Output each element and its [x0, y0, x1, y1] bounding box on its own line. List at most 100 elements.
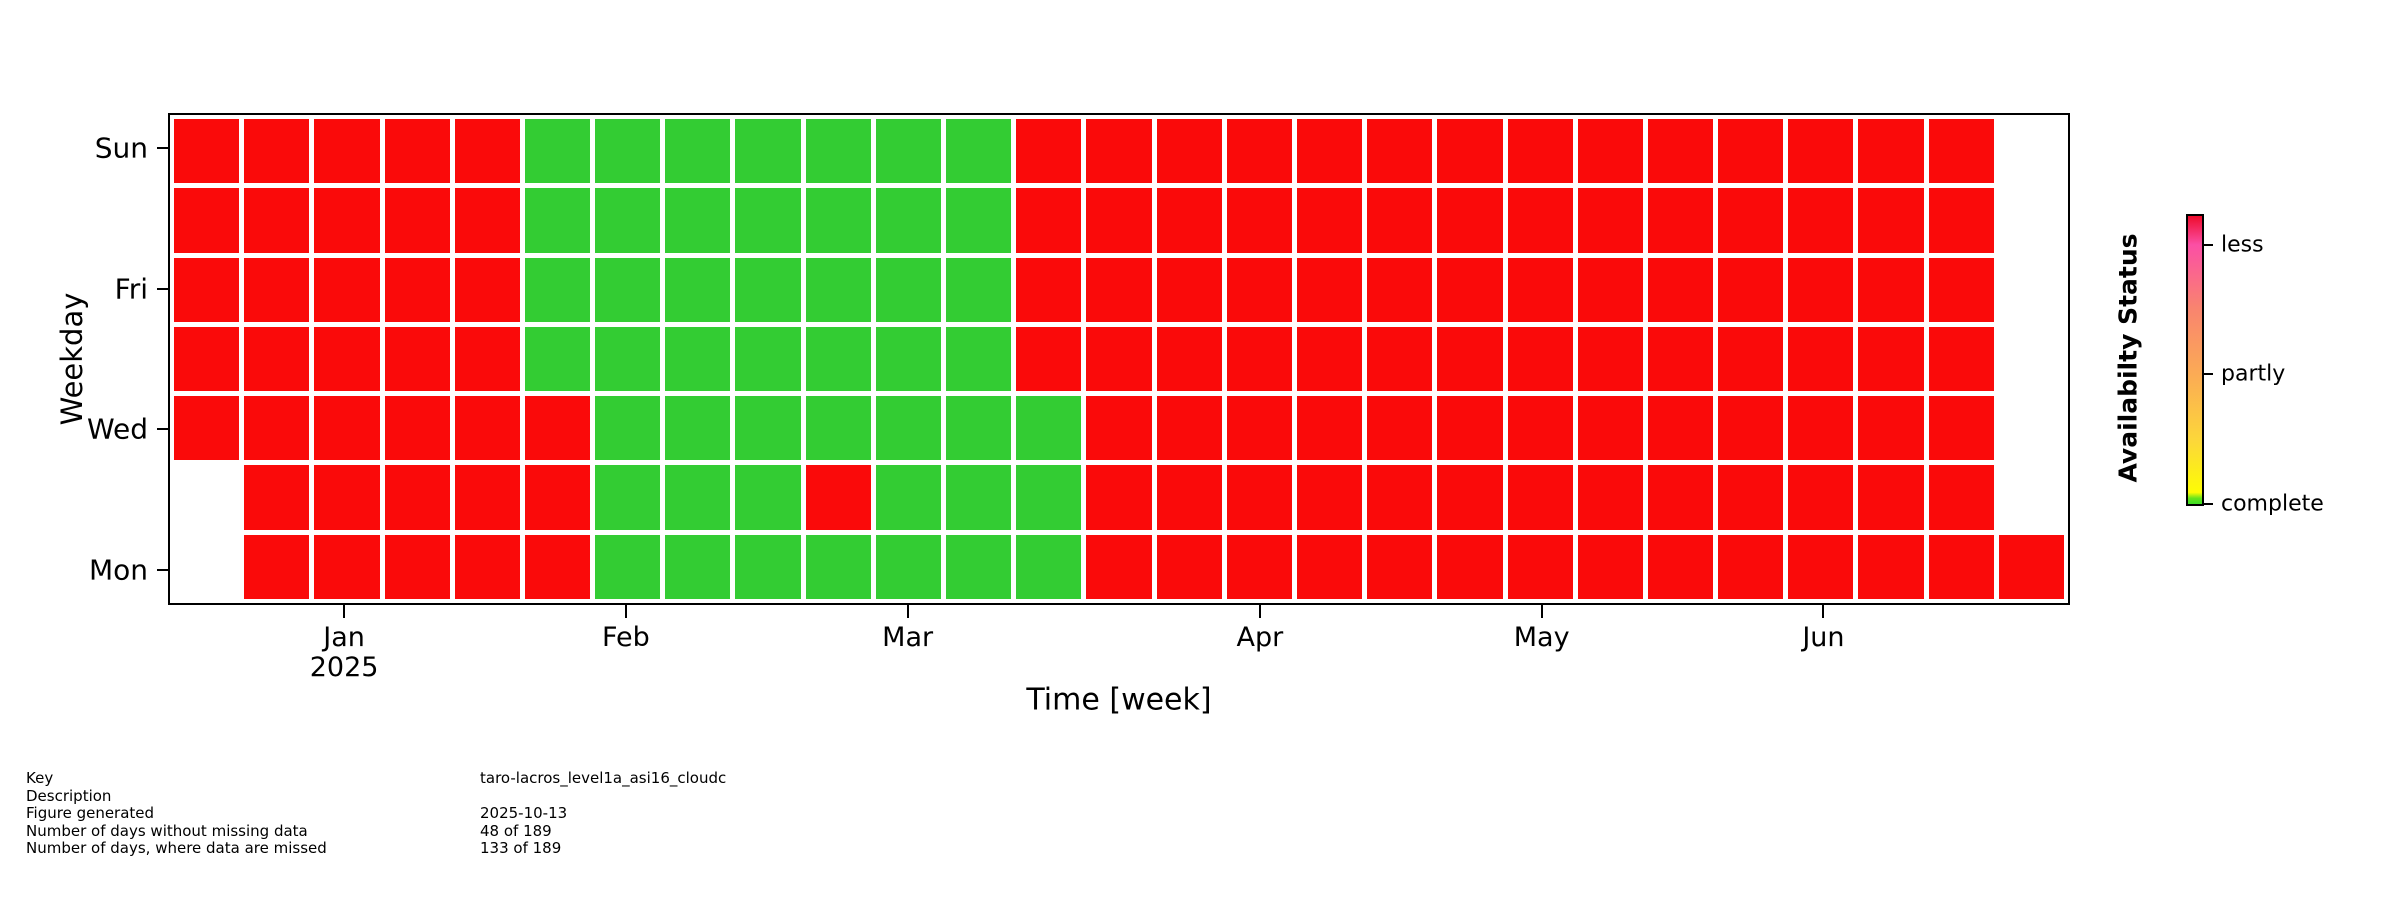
day-cell-sat-week16 [1296, 188, 1363, 253]
x-tick-year-label: 2025 [309, 652, 379, 683]
day-cell-thu-week18 [1437, 326, 1503, 392]
day-cell-fri-week19 [1507, 257, 1573, 322]
day-cell-tue-week22 [1718, 465, 1784, 530]
day-cell-wed-week21 [1647, 396, 1714, 461]
day-cell-sat-week21 [1647, 188, 1714, 253]
day-cell-fri-week10 [875, 257, 942, 322]
day-cell-mon-week11 [946, 534, 1012, 599]
day-cell-sat-week13 [1086, 188, 1152, 253]
day-cell-tue-week4 [454, 465, 520, 530]
day-cell-sat-week24 [1858, 188, 1924, 253]
day-cell-tue-week15 [1226, 465, 1292, 530]
day-cell-tue-week24 [1858, 465, 1924, 530]
day-cell-thu-week17 [1367, 326, 1433, 392]
day-cell-wed-week26 [1999, 396, 2064, 460]
day-cell-wed-week16 [1296, 396, 1363, 461]
day-cell-tue-week9 [805, 465, 871, 530]
day-cell-fri-week23 [1788, 257, 1854, 322]
day-cell-wed-week18 [1437, 396, 1503, 461]
day-cell-tue-week23 [1788, 465, 1854, 530]
day-cell-thu-week25 [1928, 326, 1994, 392]
day-cell-sun-week24 [1858, 119, 1924, 184]
day-cell-tue-week7 [665, 465, 731, 530]
x-tick-mark [1258, 605, 1261, 618]
day-cell-wed-week19 [1507, 396, 1573, 461]
info-value-days-missed: 133 of 189 [480, 839, 562, 857]
day-cell-sat-week14 [1156, 188, 1222, 253]
day-cell-mon-week20 [1577, 534, 1643, 599]
day-cell-thu-week10 [875, 326, 942, 392]
y-tick-mark [157, 428, 168, 431]
day-cell-tue-week13 [1086, 465, 1152, 530]
day-cell-mon-week6 [595, 534, 661, 599]
day-cell-mon-week7 [665, 534, 731, 599]
x-axis-title: Time [week] [1026, 682, 1212, 718]
day-cell-sat-week9 [805, 188, 871, 253]
day-cell-sat-week11 [946, 188, 1012, 253]
day-cell-tue-week0 [174, 465, 239, 529]
info-value-key: taro-lacros_level1a_asi16_cloudc [480, 769, 727, 787]
day-cell-sun-week19 [1507, 119, 1573, 184]
day-cell-thu-week1 [244, 326, 310, 392]
day-cell-wed-week24 [1858, 396, 1924, 461]
day-cell-fri-week8 [735, 257, 801, 322]
day-cell-fri-week3 [384, 257, 450, 322]
day-cell-fri-week9 [805, 257, 871, 322]
day-cell-mon-week12 [1016, 534, 1082, 599]
day-cell-thu-week19 [1507, 326, 1573, 392]
day-cell-fri-week5 [524, 257, 591, 322]
day-cell-mon-week25 [1928, 534, 1994, 599]
x-axis: Jan 2025 Feb Mar Apr May Jun [168, 605, 2070, 700]
info-label-days-missed: Number of days, where data are missed [26, 839, 327, 857]
day-cell-mon-week14 [1156, 534, 1222, 599]
day-cell-sun-week3 [384, 119, 450, 184]
day-cell-sun-week13 [1086, 119, 1152, 184]
day-cell-fri-week18 [1437, 257, 1503, 322]
y-tick-mark [157, 287, 168, 290]
colorbar-tick-label-partly: partly [2221, 361, 2286, 387]
day-cell-fri-week13 [1086, 257, 1152, 322]
day-cell-sun-week11 [946, 119, 1012, 184]
day-cell-sat-week22 [1718, 188, 1784, 253]
day-cell-thu-week12 [1016, 326, 1082, 392]
day-cell-sat-week26 [1999, 188, 2064, 252]
x-tick-label-feb: Feb [601, 622, 650, 653]
day-cell-mon-week5 [524, 534, 591, 599]
day-cell-sun-week5 [524, 119, 591, 184]
info-value-figure-generated: 2025-10-13 [480, 804, 568, 822]
day-cell-sun-week8 [735, 119, 801, 184]
day-cell-sat-week3 [384, 188, 450, 253]
day-cell-tue-week16 [1296, 465, 1363, 530]
day-cell-fri-week6 [595, 257, 661, 322]
day-cell-tue-week14 [1156, 465, 1222, 530]
day-cell-sun-week15 [1226, 119, 1292, 184]
day-cell-tue-week26 [1999, 465, 2064, 529]
day-cell-sun-week9 [805, 119, 871, 184]
info-label-description: Description [26, 786, 112, 805]
y-tick-mark [157, 568, 168, 571]
day-cell-thu-week22 [1718, 326, 1784, 392]
day-cell-mon-week18 [1437, 534, 1503, 599]
day-cell-thu-week13 [1086, 326, 1152, 392]
day-cell-sun-week22 [1718, 119, 1784, 184]
day-cell-fri-week20 [1577, 257, 1643, 322]
colorbar-tick-mark [2204, 373, 2213, 376]
day-cell-mon-week16 [1296, 534, 1363, 599]
x-tick-mark [1540, 605, 1543, 618]
info-label-days-complete: Number of days without missing data [26, 821, 308, 840]
day-cell-tue-week12 [1016, 465, 1082, 530]
x-tick-mark [343, 605, 346, 618]
day-cell-sat-week15 [1226, 188, 1292, 253]
day-cell-mon-week23 [1788, 534, 1854, 599]
day-cell-wed-week2 [314, 396, 380, 461]
day-cell-wed-week25 [1928, 396, 1994, 461]
y-tick-label-fri: Fri [114, 272, 148, 306]
day-cell-fri-week1 [244, 257, 310, 322]
key-info-row: Figure generated 2025-10-13 [26, 804, 726, 823]
day-cell-sat-week8 [735, 188, 801, 253]
day-cell-sun-week7 [665, 119, 731, 184]
day-cell-sun-week21 [1647, 119, 1714, 184]
day-cell-fri-week2 [314, 257, 380, 322]
day-cell-sun-week17 [1367, 119, 1433, 184]
